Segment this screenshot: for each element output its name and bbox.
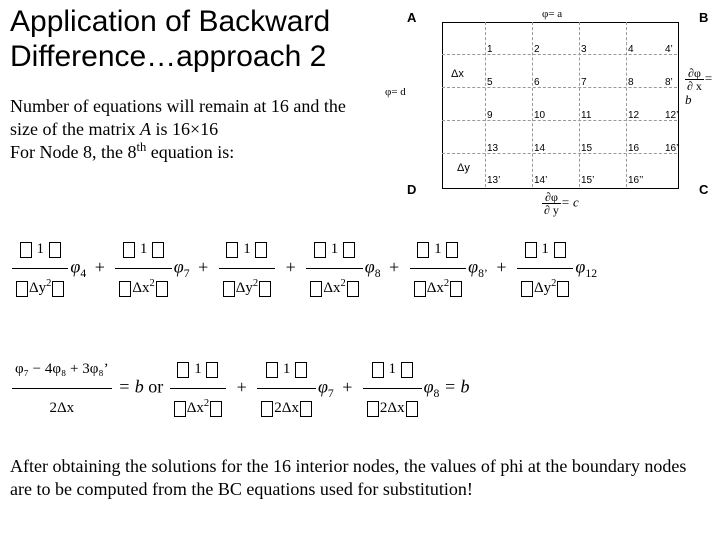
- node-12p: 12’: [665, 110, 678, 121]
- node-2: 2: [534, 44, 540, 55]
- eq1-line1: 1 Δy2φ4 + 1 Δx2φ7 + 1 Δy2 + 1 Δx2φ8 + 1 …: [10, 230, 710, 307]
- node-14p: 14’: [534, 175, 547, 186]
- node-7: 7: [581, 77, 587, 88]
- eq2-or: or: [148, 377, 168, 397]
- corner-d: D: [407, 182, 416, 197]
- node-11: 11: [581, 110, 591, 121]
- node-15: 15: [581, 143, 592, 154]
- node-16: 16: [628, 143, 639, 154]
- node-13p: 13’: [487, 175, 500, 186]
- node-16pp: 16’’: [628, 175, 643, 186]
- bc-bottom: ∂φ ∂ y = c: [542, 191, 579, 216]
- node-4p: 4’: [665, 44, 673, 55]
- bc-right: ∂φ ∂ x = b: [685, 67, 713, 108]
- node-14: 14: [534, 143, 545, 154]
- p1-b: is 16×16: [151, 119, 218, 139]
- grid-outer-box: [442, 22, 679, 189]
- bc-bot-den: ∂ y: [542, 204, 561, 216]
- p1-th: th: [136, 140, 146, 154]
- node-6: 6: [534, 77, 540, 88]
- grid-h-4: [442, 153, 677, 154]
- eq2-num: φ₇ − 4φ₈ + 3φ₈’: [12, 350, 112, 389]
- equation-1: 1 Δy2φ4 + 1 Δx2φ7 + 1 Δy2 + 1 Δx2φ8 + 1 …: [10, 230, 710, 330]
- eq2-line: φ₇ − 4φ₈ + 3φ₈’ 2Δx = b or 1 Δx2 + 1 2Δx…: [10, 350, 710, 427]
- equation-2: φ₇ − 4φ₈ + 3φ₈’ 2Δx = b or 1 Δx2 + 1 2Δx…: [10, 350, 710, 430]
- node-5: 5: [487, 77, 493, 88]
- node-13: 13: [487, 143, 498, 154]
- paragraph-2: After obtaining the solutions for the 16…: [10, 455, 710, 500]
- bc-top: φ= a: [542, 8, 562, 20]
- bc-right-den: ∂ x: [685, 80, 704, 92]
- bc-right-frac: ∂φ ∂ x: [685, 67, 704, 92]
- p1-d: equation is:: [146, 142, 234, 162]
- node-4: 4: [628, 44, 634, 55]
- bc-bot-frac: ∂φ ∂ y: [542, 191, 561, 216]
- bc-bot-eq: = c: [561, 194, 579, 209]
- grid-v-4: [626, 22, 627, 187]
- corner-b: B: [699, 10, 708, 25]
- grid-h-2: [442, 87, 677, 88]
- corner-a: A: [407, 10, 416, 25]
- bc-left: φ= d: [385, 86, 406, 98]
- grid-h-3: [442, 120, 677, 121]
- grid-h-1: [442, 54, 677, 55]
- slide-title: Application of Backward Difference…appro…: [10, 5, 380, 74]
- p1-A: A: [140, 119, 151, 139]
- node-16p: 16’: [665, 143, 678, 154]
- node-12: 12: [628, 110, 639, 121]
- grid-v-2: [532, 22, 533, 187]
- node-10: 10: [534, 110, 545, 121]
- grid-v-1: [485, 22, 486, 187]
- eq2-den: 2Δx: [12, 389, 112, 427]
- delta-x: Δx: [451, 68, 464, 80]
- grid-diagram: A B C D φ= a φ= d ∂φ ∂ x = b ∂φ ∂ y = c …: [407, 12, 713, 217]
- node-8: 8: [628, 77, 634, 88]
- node-3: 3: [581, 44, 587, 55]
- paragraph-1: Number of equations will remain at 16 an…: [10, 95, 360, 164]
- p1-c: For Node 8, the 8: [10, 142, 136, 162]
- node-1: 1: [487, 44, 493, 55]
- node-8p: 8’: [665, 77, 673, 88]
- node-9: 9: [487, 110, 493, 121]
- grid-v-3: [579, 22, 580, 187]
- corner-c: C: [699, 182, 708, 197]
- eq2-rhs: = b: [118, 377, 144, 397]
- delta-y: Δy: [457, 162, 470, 174]
- eq2-frac: φ₇ − 4φ₈ + 3φ₈’ 2Δx: [12, 350, 112, 427]
- node-15p: 15’: [581, 175, 594, 186]
